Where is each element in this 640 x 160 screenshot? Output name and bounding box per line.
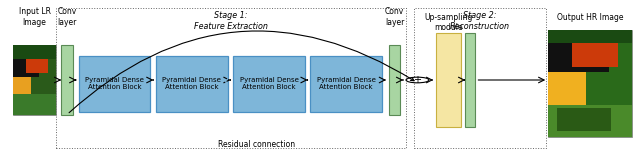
FancyBboxPatch shape [79,56,150,112]
Text: Input LR
Image: Input LR Image [19,7,51,27]
Text: Conv
layer: Conv layer [58,7,77,27]
FancyBboxPatch shape [61,45,73,115]
FancyBboxPatch shape [156,56,228,112]
Text: Pyramidal Dense
Attention Block: Pyramidal Dense Attention Block [239,77,298,90]
Bar [557,108,611,131]
Text: Conv
layer: Conv layer [385,7,404,27]
FancyBboxPatch shape [389,45,400,115]
Text: Residual connection: Residual connection [218,140,295,149]
Text: Up-sampling
module: Up-sampling module [424,13,473,32]
Bar [13,45,56,115]
Text: +: + [413,75,422,85]
FancyArrowPatch shape [69,31,414,113]
Bar [548,30,632,43]
Text: Stage 2:
Reconstruction: Stage 2: Reconstruction [450,11,510,31]
Bar [572,40,618,67]
Bar [13,68,31,94]
Bar [13,45,56,59]
Bar [548,60,586,104]
Text: Pyramidal Dense
Attention Block: Pyramidal Dense Attention Block [317,77,376,90]
FancyBboxPatch shape [310,56,382,112]
FancyBboxPatch shape [465,33,476,127]
Text: Pyramidal Dense
Attention Block: Pyramidal Dense Attention Block [163,77,221,90]
Text: Output HR Image: Output HR Image [557,13,623,22]
Bar [13,94,56,115]
FancyBboxPatch shape [436,33,461,127]
Bar [548,104,632,137]
Circle shape [406,77,429,83]
Text: Pyramidal Dense
Attention Block: Pyramidal Dense Attention Block [85,77,144,90]
Bar [13,56,39,76]
Bar [548,35,609,72]
Text: Stage 1:
Feature Extraction: Stage 1: Feature Extraction [194,11,268,31]
Bar [548,30,632,137]
FancyBboxPatch shape [234,56,305,112]
Bar [26,54,47,73]
